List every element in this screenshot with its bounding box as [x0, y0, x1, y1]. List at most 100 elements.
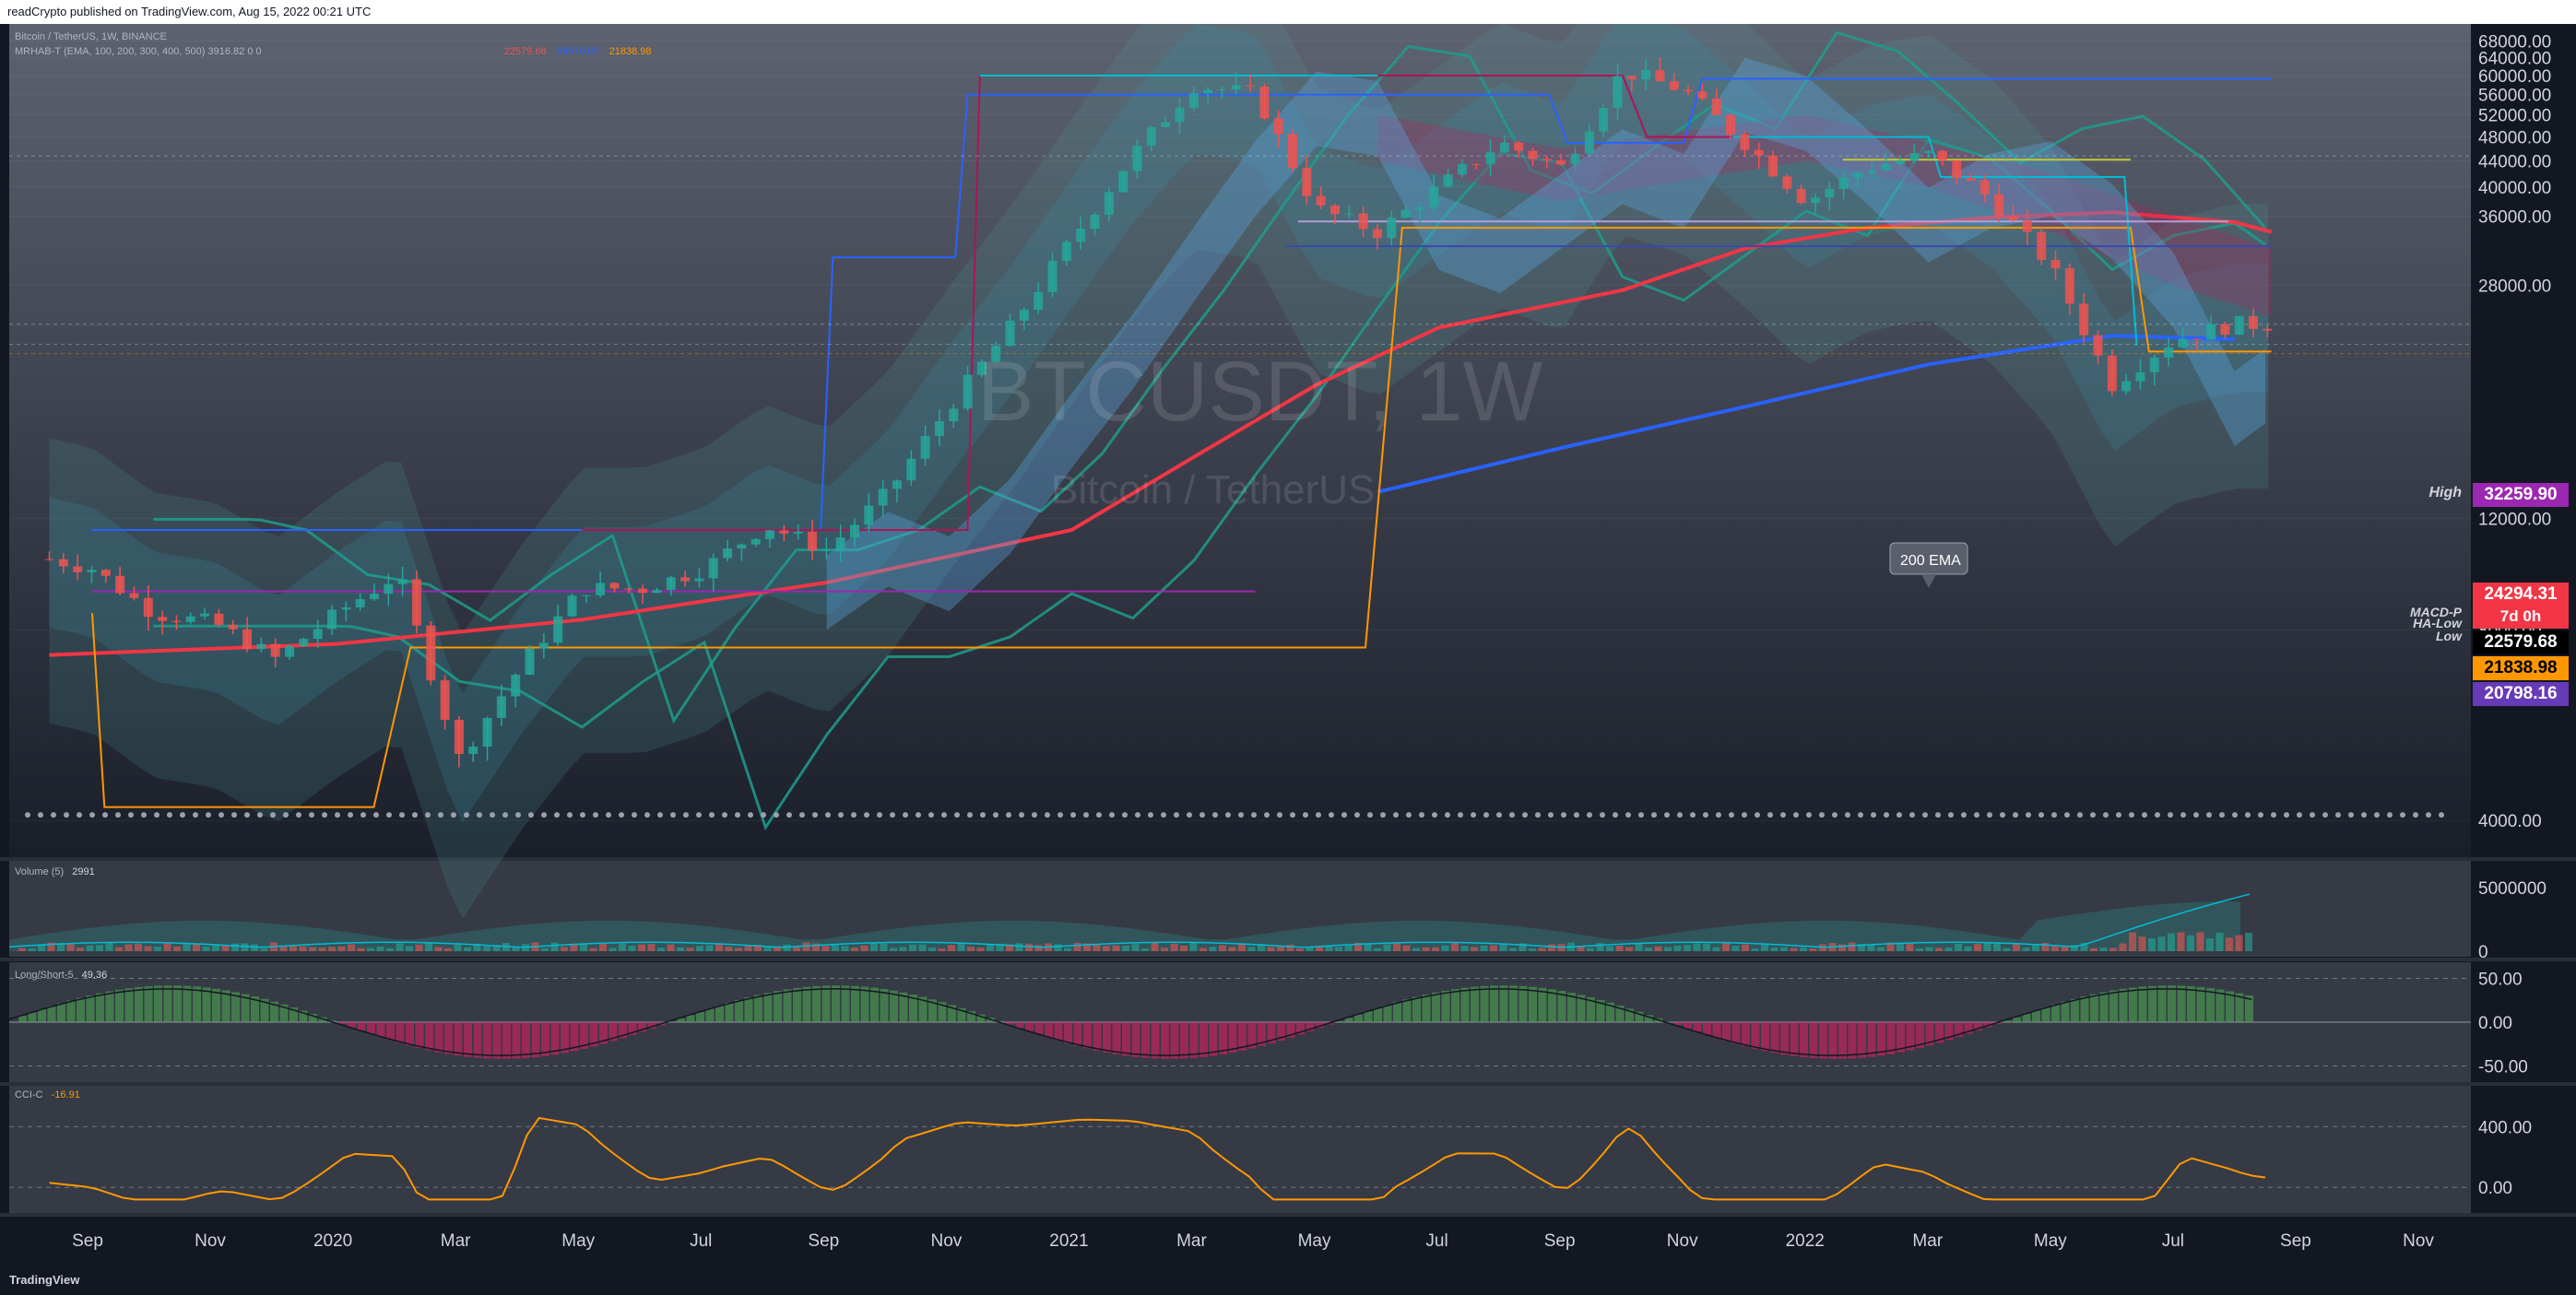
volume-bar — [1548, 944, 1555, 951]
candle-body — [765, 530, 775, 539]
longshort-bar — [2080, 996, 2089, 1022]
candle-body — [666, 577, 676, 591]
x-tick-label: 2020 — [313, 1231, 352, 1251]
bottom-dot — [128, 812, 134, 818]
main-legend: Bitcoin / TetherUS, 1W, BINANCE — [15, 31, 167, 42]
candle-body — [1966, 178, 1976, 181]
candle-body — [1316, 195, 1326, 206]
longshort-bar — [812, 985, 821, 1022]
volume-bar — [948, 945, 955, 951]
bottom-dot — [244, 812, 250, 818]
volume-bar — [1383, 944, 1391, 951]
volume-bar — [1460, 946, 1469, 951]
longshort-bar — [1374, 1007, 1382, 1022]
longshort-bar — [1054, 1022, 1063, 1041]
candle-body — [680, 577, 691, 582]
volume-bar — [1325, 945, 1333, 951]
volume-bar — [1684, 945, 1691, 951]
mrhab-value-2: 59370.07 — [556, 46, 599, 57]
longshort-bar — [1935, 1022, 1944, 1043]
longshort-bar — [1306, 1022, 1315, 1031]
volume-bar — [357, 948, 365, 951]
candle-body — [1613, 76, 1623, 109]
bottom-dot — [851, 812, 857, 818]
side-label-halow: HA-Low — [2413, 616, 2462, 630]
candle-body — [426, 625, 436, 681]
bottom-dot — [1135, 812, 1140, 818]
longshort-bar — [580, 1022, 588, 1049]
bottom-dot — [1509, 812, 1515, 818]
volume-bar — [1974, 944, 1981, 951]
price-tag-macd: 22579.68 — [2473, 630, 2569, 654]
volume-bar — [1122, 945, 1129, 951]
volume-bar — [1499, 944, 1507, 951]
bottom-dot — [2271, 812, 2276, 818]
longshort-bar — [899, 992, 908, 1022]
volume-bar — [774, 946, 781, 951]
volume-bar — [996, 943, 1004, 951]
x-tick-label: Jul — [1425, 1231, 1448, 1251]
volume-bar — [1141, 948, 1149, 951]
bottom-dot — [1109, 812, 1115, 818]
candle-body — [1429, 186, 1439, 207]
volume-bar — [2235, 935, 2243, 951]
candle-body — [835, 537, 845, 550]
volume-bar — [957, 943, 965, 951]
candle-body — [581, 595, 591, 596]
volume-bar — [1529, 948, 1536, 951]
price-candles — [44, 57, 2273, 768]
longshort-bar — [1006, 1022, 1014, 1025]
bottom-dot — [825, 812, 831, 818]
bottom-dot — [386, 812, 392, 818]
longshort-bar — [1761, 1022, 1769, 1052]
bottom-dot — [1742, 812, 1747, 818]
volume-bar — [1422, 947, 1430, 951]
candle-body — [1852, 172, 1862, 178]
longshort-bar — [1606, 1002, 1614, 1022]
chart-canvas[interactable]: 68000.0064000.0060000.0056000.0052000.00… — [0, 24, 2576, 1265]
candle-body — [1302, 168, 1312, 196]
candle-body — [87, 570, 97, 572]
longshort-bar — [1906, 1022, 1915, 1051]
candle-body — [1273, 118, 1283, 135]
volume-bar — [1877, 947, 1885, 951]
ema-callout-pointer — [1921, 574, 1936, 588]
candle-body — [808, 531, 818, 551]
candle-body — [1528, 150, 1538, 159]
bottom-dot — [541, 812, 547, 818]
volume-bar — [1286, 944, 1294, 951]
cci-y-tick: 0.00 — [2478, 1179, 2512, 1198]
volume-bar — [735, 948, 742, 951]
candle-body — [1909, 153, 1920, 161]
volume-bar — [1916, 948, 1923, 951]
volume-bar — [28, 948, 36, 951]
volume-bar — [812, 943, 820, 951]
bottom-dot — [309, 812, 314, 818]
longshort-bar — [1974, 1022, 1982, 1031]
candle-body — [2135, 371, 2145, 382]
longshort-bar — [2003, 1020, 2012, 1022]
bottom-dot — [1212, 812, 1218, 818]
volume-bar — [1490, 945, 1497, 951]
bottom-dot — [2374, 812, 2380, 818]
candle-body — [2149, 358, 2159, 372]
volume-bar — [1635, 943, 1643, 951]
candle-body — [1344, 213, 1354, 215]
bottom-dot — [877, 812, 882, 818]
candle-body — [1979, 180, 1990, 194]
longshort-bar — [1093, 1022, 1102, 1051]
volume-bar — [1316, 946, 1323, 951]
mrhab-value-1: 22579.68 — [503, 46, 547, 57]
volume-bar — [1770, 947, 1778, 951]
candle-body — [2192, 338, 2202, 340]
longshort-bar — [1800, 1022, 1808, 1058]
candle-body — [285, 645, 295, 657]
longshort-bar — [1083, 1022, 1092, 1049]
bottom-dot — [1677, 812, 1683, 818]
volume-bar — [241, 943, 249, 951]
candle-body — [1076, 229, 1086, 242]
longshort-bar — [1751, 1022, 1760, 1049]
longshort-bar — [1161, 1022, 1169, 1059]
longshort-bar — [1838, 1022, 1847, 1059]
volume-bar — [1112, 945, 1120, 951]
